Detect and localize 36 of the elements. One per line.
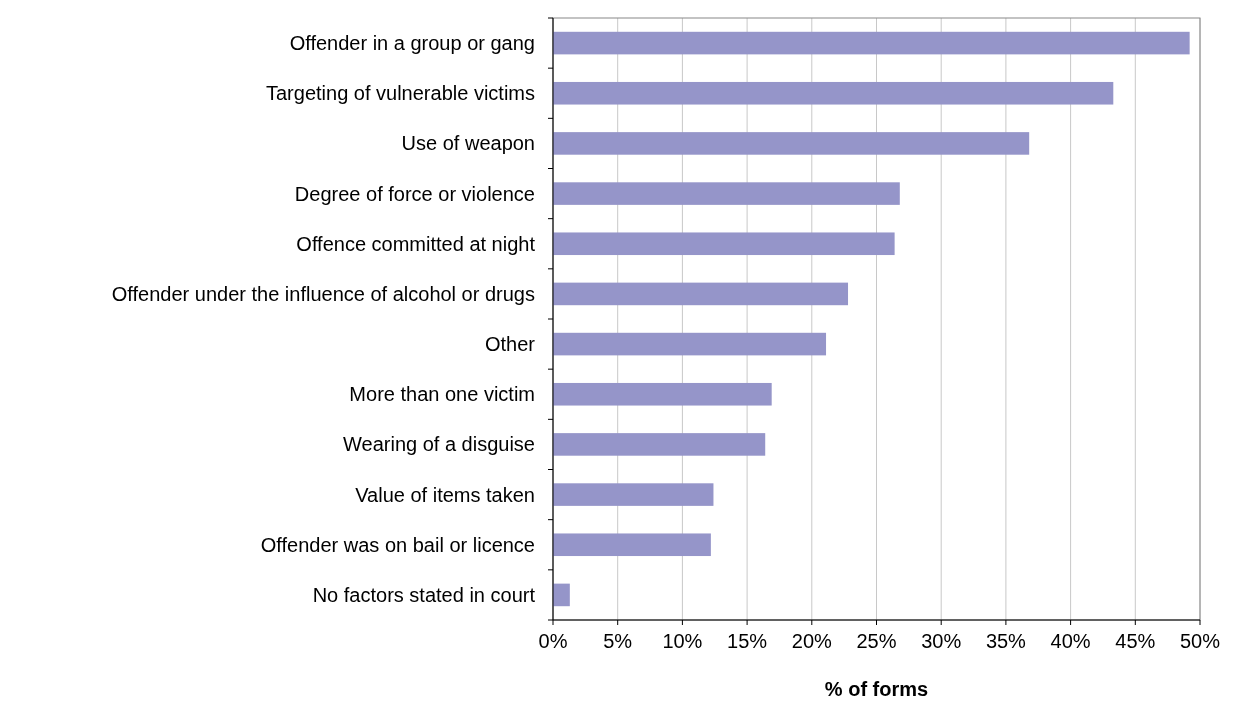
bar bbox=[553, 583, 570, 607]
y-tick-label: Other bbox=[484, 333, 536, 356]
x-tick-label: 5% bbox=[603, 630, 633, 652]
bar bbox=[553, 81, 1114, 105]
x-tick-label: 15% bbox=[727, 630, 768, 652]
y-tick-label: More than one victim bbox=[349, 383, 535, 406]
x-tick-label: 35% bbox=[985, 630, 1027, 652]
bar bbox=[553, 382, 772, 406]
bar bbox=[553, 332, 827, 356]
bar bbox=[553, 433, 766, 456]
x-axis-title: % of forms bbox=[824, 678, 929, 700]
bar bbox=[553, 182, 900, 205]
bar bbox=[553, 132, 1030, 155]
x-tick-label: 50% bbox=[1179, 630, 1221, 652]
y-tick-label: Use of weapon bbox=[401, 132, 535, 155]
y-tick-label: Offender was on bail or licence bbox=[260, 533, 535, 556]
bar bbox=[553, 232, 895, 256]
x-tick-label: 10% bbox=[662, 630, 703, 652]
y-tick-label: Offender under the influence of alcohol or drugs bbox=[111, 282, 535, 305]
bar bbox=[553, 533, 711, 557]
bar bbox=[553, 31, 1190, 55]
bar bbox=[553, 483, 714, 506]
bar bbox=[553, 282, 849, 306]
y-tick-label: Offence committed at night bbox=[296, 232, 536, 255]
y-tick-label: Wearing of a disguise bbox=[343, 433, 535, 456]
x-tick-label: 45% bbox=[1115, 630, 1156, 652]
y-tick-label: Targeting of vulnerable victims bbox=[265, 82, 535, 105]
x-tick-label: 20% bbox=[791, 630, 833, 652]
x-tick-label: 0% bbox=[538, 630, 568, 652]
x-tick-label: 25% bbox=[856, 630, 897, 652]
x-tick-label: 40% bbox=[1050, 630, 1091, 652]
y-tick-label: Value of items taken bbox=[355, 483, 535, 506]
y-tick-label: Degree of force or violence bbox=[294, 182, 535, 205]
y-tick-label: No factors stated in court bbox=[312, 583, 536, 606]
x-tick-label: 30% bbox=[921, 630, 962, 652]
y-tick-label: Offender in a group or gang bbox=[289, 32, 535, 55]
